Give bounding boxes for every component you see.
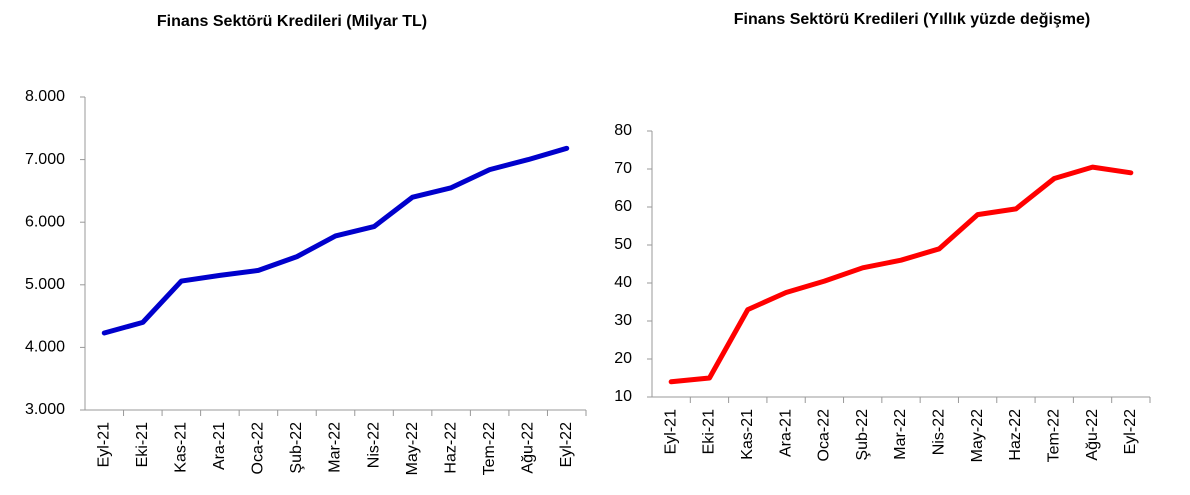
data-line [101,145,570,336]
y-tick-label: 70 [614,160,632,177]
y-tick-label: 6.000 [25,213,65,230]
x-tick-label: Eyl-21 [662,409,679,454]
x-tick-label: Haz-22 [442,422,459,474]
x-tick-label: Şub-22 [854,409,871,461]
y-tick-label: 4.000 [25,339,65,356]
y-tick-label: 8.000 [25,88,65,105]
y-tick-label: 5.000 [25,276,65,293]
y-tick-label: 3.000 [25,401,65,418]
x-tick-label: May-22 [404,422,421,475]
y-tick-label: 60 [614,198,632,215]
chart-title: Finans Sektörü Kredileri (Milyar TL) [157,13,427,30]
x-tick-label: Eyl-22 [1122,409,1139,454]
x-tick-label: Mar-22 [892,409,909,460]
x-tick-label: Eyl-21 [95,422,112,467]
x-tick-label: Tem-22 [1045,409,1062,462]
chart-title: Finans Sektörü Kredileri (Yıllık yüzde d… [734,11,1091,28]
x-tick-label: Ara-21 [211,422,228,470]
y-tick-label: 80 [614,122,632,139]
x-tick-label: Eyl-22 [558,422,575,467]
x-tick-label: Oca-22 [816,409,833,462]
x-tick-label: Haz-22 [1007,409,1024,461]
y-tick-label: 50 [614,236,632,253]
y-tick-label: 7.000 [25,151,65,168]
y-tick-label: 30 [614,312,632,329]
x-tick-label: Nis-22 [931,409,948,455]
x-tick-label: Nis-22 [365,422,382,468]
data-line [668,164,1134,385]
x-tick-label: Oca-22 [250,422,267,475]
y-tick-label: 40 [614,274,632,291]
y-tick-label: 20 [614,350,632,367]
x-tick-label: Eki-21 [134,422,151,467]
x-tick-label: Mar-22 [327,422,344,473]
x-tick-label: Kas-21 [173,422,190,473]
x-tick-label: Ara-21 [777,409,794,457]
x-tick-label: Tem-22 [481,422,498,475]
x-tick-label: Ağu-22 [519,422,536,474]
x-tick-label: Şub-22 [288,422,305,474]
x-tick-label: Kas-21 [739,409,756,460]
x-tick-label: Ağu-22 [1084,409,1101,461]
x-tick-label: Eki-21 [701,409,718,454]
y-tick-label: 10 [614,388,632,405]
x-tick-label: May-22 [969,409,986,462]
